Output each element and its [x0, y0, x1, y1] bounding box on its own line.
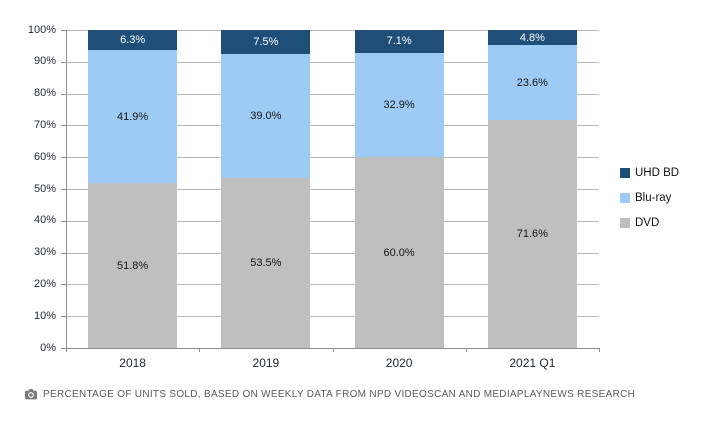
- segment-value-label: 4.8%: [519, 31, 545, 44]
- legend-swatch-icon: [620, 217, 630, 228]
- y-axis-tick-label: 90%: [33, 55, 56, 68]
- y-gridline-80: [66, 93, 599, 95]
- segment-value-label: 51.8%: [117, 259, 149, 272]
- legend-swatch-icon: [620, 167, 630, 178]
- y-axis-tick-label: 10%: [33, 309, 56, 322]
- segment-2020-uhd-bd: 7.1%: [354, 30, 444, 53]
- y-axis-line: [66, 30, 67, 348]
- x-axis-label-2020: 2020: [385, 356, 413, 370]
- x-axis-label-2019: 2019: [252, 356, 280, 370]
- y-axis-tick-30: [61, 252, 66, 254]
- y-axis-tick-20: [61, 284, 66, 286]
- camera-icon: [25, 389, 37, 400]
- segment-2019-uhd-bd: 7.5%: [221, 30, 311, 54]
- segment-value-label: 7.5%: [253, 35, 279, 48]
- segment-value-label: 32.9%: [383, 98, 415, 111]
- segment-2021-q1-blu-ray: 23.6%: [487, 45, 577, 121]
- y-axis-tick-10: [61, 316, 66, 318]
- y-gridline-60: [66, 157, 599, 159]
- x-axis-tick: [66, 348, 67, 352]
- y-gridline-70: [66, 125, 599, 127]
- segment-value-label: 53.5%: [250, 256, 282, 269]
- y-axis-tick-label: 100%: [27, 23, 56, 36]
- y-axis-tick-50: [61, 189, 66, 190]
- segment-2020-blu-ray: 32.9%: [354, 52, 444, 158]
- x-axis-label-2018: 2018: [119, 356, 146, 370]
- y-gridline-40: [66, 220, 599, 222]
- source-note-text: PERCENTAGE OF UNITS SOLD, BASED ON WEEKL…: [43, 389, 636, 400]
- segment-value-label: 6.3%: [120, 34, 146, 47]
- segment-2019-blu-ray: 39.0%: [221, 53, 311, 178]
- segment-2020-dvd: 60.0%: [354, 157, 444, 348]
- legend-item-label: Blu-ray: [635, 191, 672, 204]
- segment-2021-q1-dvd: 71.6%: [487, 120, 577, 348]
- y-axis-tick-label: 20%: [33, 277, 56, 290]
- y-axis-tick-40: [61, 220, 66, 222]
- y-gridline-30: [66, 252, 599, 254]
- legend-item-uhd-bd: UHD BD: [620, 160, 679, 185]
- x-axis-line: [61, 348, 599, 349]
- y-axis-tick-label: 50%: [33, 182, 56, 195]
- segment-2018-blu-ray: 41.9%: [88, 50, 178, 184]
- y-axis-tick-label: 70%: [33, 118, 56, 131]
- segment-2018-uhd-bd: 6.3%: [88, 30, 178, 51]
- y-axis-tick-label: 40%: [33, 214, 56, 227]
- x-axis-tick: [199, 348, 201, 352]
- y-gridline-100: [66, 30, 599, 31]
- source-note: PERCENTAGE OF UNITS SOLD, BASED ON WEEKL…: [25, 389, 635, 400]
- x-axis-tick: [465, 348, 467, 352]
- x-axis-tick: [599, 348, 600, 352]
- y-gridline-90: [66, 61, 599, 63]
- segment-2021-q1-uhd-bd: 4.8%: [487, 30, 577, 46]
- legend-swatch-icon: [620, 192, 630, 203]
- segment-value-label: 41.9%: [117, 110, 149, 123]
- y-gridline-20: [66, 284, 599, 286]
- segment-value-label: 71.6%: [516, 228, 548, 241]
- y-axis-tick-90: [61, 61, 66, 63]
- y-axis-tick-80: [61, 93, 66, 95]
- y-axis-tick-label: 60%: [33, 150, 56, 163]
- y-axis-tick-label: 0%: [40, 341, 56, 354]
- legend-item-dvd: DVD: [620, 210, 679, 235]
- legend: UHD BD Blu-ray DVD: [620, 160, 679, 235]
- segment-2018-dvd: 51.8%: [88, 183, 178, 348]
- y-axis-tick-70: [61, 125, 66, 127]
- y-axis-tick-label: 30%: [33, 246, 56, 259]
- segment-value-label: 7.1%: [386, 35, 412, 48]
- segment-value-label: 23.6%: [516, 76, 548, 89]
- y-gridline-10: [66, 316, 599, 318]
- x-axis-tick: [332, 348, 334, 352]
- y-axis-tick-100: [61, 30, 66, 31]
- legend-item-label: DVD: [635, 216, 660, 229]
- legend-item-label: UHD BD: [635, 166, 680, 179]
- segment-2019-dvd: 53.5%: [221, 177, 311, 348]
- y-axis-tick-60: [61, 157, 66, 159]
- legend-item-blu-ray: Blu-ray: [620, 185, 679, 210]
- y-gridline-50: [66, 189, 599, 190]
- segment-value-label: 60.0%: [383, 246, 415, 259]
- y-axis-tick-label: 80%: [33, 87, 56, 100]
- x-axis-label-2021-q1: 2021 Q1: [509, 356, 556, 370]
- segment-value-label: 39.0%: [250, 109, 282, 122]
